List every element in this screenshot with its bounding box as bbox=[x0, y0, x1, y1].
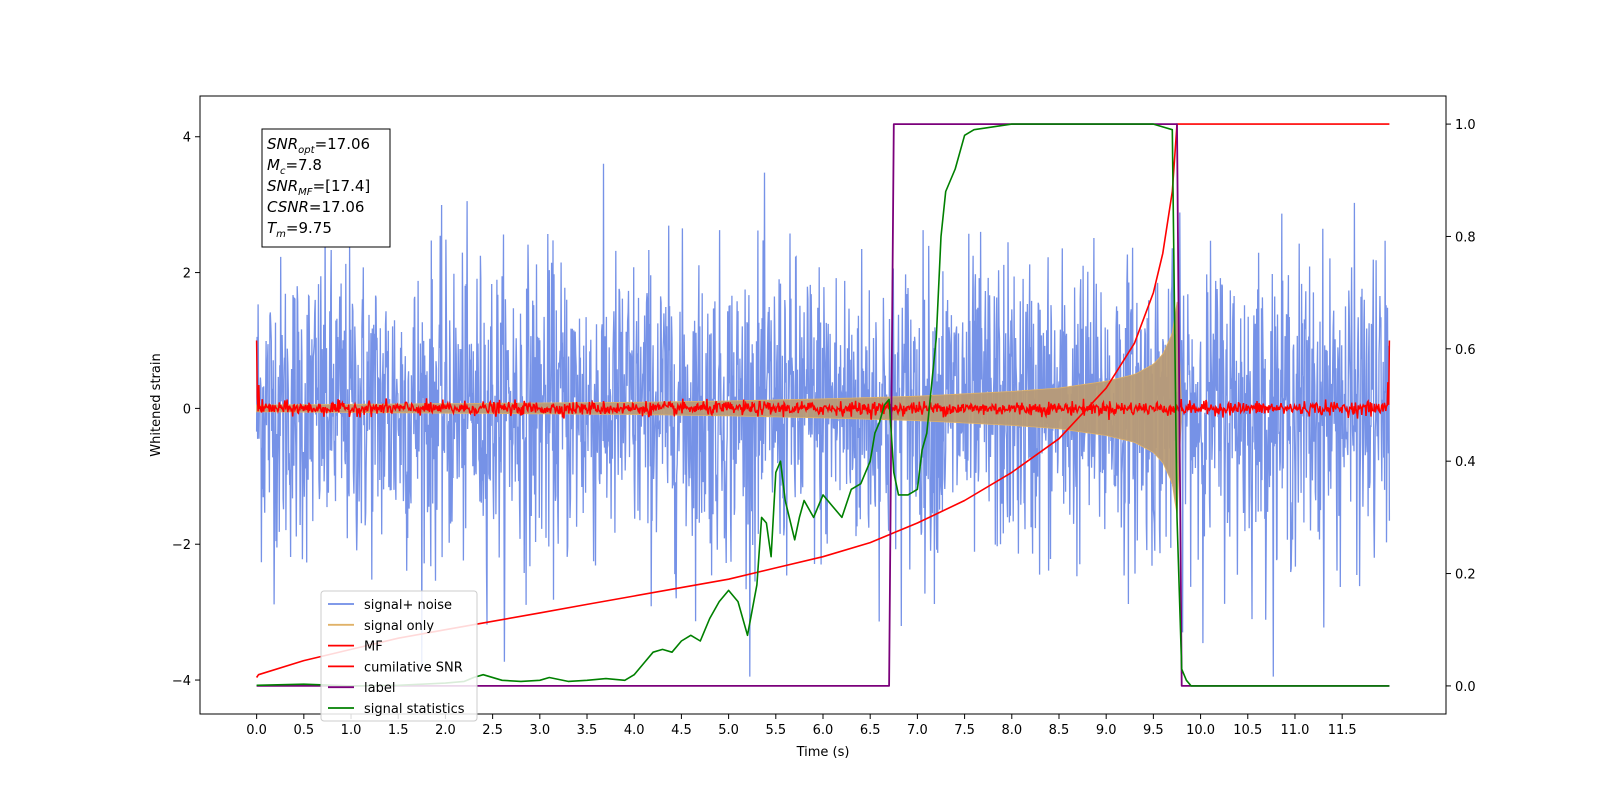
y-left-tick-label: 0 bbox=[183, 402, 191, 417]
annotation-symbol: CSNR bbox=[267, 198, 309, 216]
annotation-subscript: opt bbox=[298, 145, 315, 156]
annotation-subscript: c bbox=[280, 166, 286, 177]
annotation-value: =9.75 bbox=[286, 219, 332, 237]
annotation-subscript: MF bbox=[298, 187, 313, 198]
annotation-line: SNRMF=[17.4] bbox=[267, 177, 370, 198]
legend-label-mf: MF bbox=[364, 640, 383, 655]
annotation-line: CSNR=17.06 bbox=[267, 198, 364, 216]
x-tick-label: 9.0 bbox=[1096, 723, 1117, 738]
annotation-value: =[17.4] bbox=[313, 177, 371, 195]
y-right-tick-label: 0.4 bbox=[1455, 455, 1476, 470]
x-tick-label: 7.5 bbox=[954, 723, 975, 738]
annotation-value: =17.06 bbox=[309, 198, 365, 216]
annotation-box: SNRopt=17.06Mc=7.8SNRMF=[17.4]CSNR=17.06… bbox=[261, 128, 391, 248]
annotation-line: Tm=9.75 bbox=[267, 219, 332, 240]
annotation-frame bbox=[261, 128, 391, 248]
x-tick-label: 2.0 bbox=[435, 723, 456, 738]
x-tick-label: 4.0 bbox=[624, 723, 645, 738]
y-right-tick-label: 0.8 bbox=[1455, 230, 1476, 245]
annotation-symbol: SNR bbox=[267, 177, 298, 195]
x-axis-label: Time (s) bbox=[796, 745, 850, 760]
x-tick-label: 5.5 bbox=[765, 723, 786, 738]
annotation-symbol: T bbox=[267, 219, 278, 237]
y-axis-label: Whitened strain bbox=[149, 353, 164, 456]
y-right-tick-label: 0.2 bbox=[1455, 568, 1476, 583]
x-tick-label: 6.0 bbox=[813, 723, 834, 738]
x-tick-label: 10.5 bbox=[1233, 723, 1262, 738]
legend-label-signal-only: signal only bbox=[364, 619, 434, 634]
legend-frame bbox=[320, 590, 478, 722]
legend-label-label: label bbox=[364, 681, 395, 696]
y-right-tick-label: 0.0 bbox=[1455, 680, 1476, 695]
series-signal-statistics bbox=[256, 123, 1390, 687]
y-axis-left: 4 2 0 −2 −4 bbox=[172, 131, 200, 689]
legend-label-signal-statistics: signal statistics bbox=[364, 702, 465, 717]
x-tick-label: 8.5 bbox=[1049, 723, 1070, 738]
y-axis-right: 1.0 0.8 0.6 0.4 0.2 0.0 bbox=[1446, 118, 1476, 695]
legend: signal+ noise signal only MF cumilative SNR… bbox=[320, 590, 478, 722]
y-left-tick-label: −2 bbox=[172, 538, 191, 553]
annotation-line: SNRopt=17.06 bbox=[267, 135, 370, 156]
x-tick-label: 11.0 bbox=[1280, 723, 1309, 738]
y-left-tick-label: −4 bbox=[172, 674, 191, 689]
y-right-tick-label: 1.0 bbox=[1455, 118, 1476, 133]
x-tick-label: 5.0 bbox=[718, 723, 739, 738]
x-tick-label: 10.0 bbox=[1186, 723, 1215, 738]
x-tick-label: 7.0 bbox=[907, 723, 928, 738]
annotation-subscript: m bbox=[276, 229, 286, 240]
x-tick-label: 6.5 bbox=[860, 723, 881, 738]
x-tick-label: 0.0 bbox=[246, 723, 267, 738]
y-left-tick-label: 4 bbox=[183, 131, 191, 146]
annotation-symbol: SNR bbox=[267, 135, 298, 153]
annotation-value: =17.06 bbox=[315, 135, 371, 153]
x-tick-label: 4.5 bbox=[671, 723, 692, 738]
x-tick-label: 3.5 bbox=[577, 723, 598, 738]
series-mf bbox=[255, 340, 1391, 420]
x-tick-label: 11.5 bbox=[1328, 723, 1357, 738]
x-tick-label: 0.5 bbox=[293, 723, 314, 738]
annotation-line: Mc=7.8 bbox=[267, 156, 322, 177]
x-tick-label: 9.5 bbox=[1143, 723, 1164, 738]
x-tick-label: 1.5 bbox=[388, 723, 409, 738]
x-tick-label: 3.0 bbox=[529, 723, 550, 738]
x-tick-label: 8.0 bbox=[1001, 723, 1022, 738]
y-left-tick-label: 2 bbox=[183, 267, 191, 282]
x-axis: 0.0 0.5 1.0 1.5 2.0 2.5 3.0 3.5 4.0 4.5 5.0 5.5 6.0 6… bbox=[246, 714, 1357, 738]
x-tick-label: 2.5 bbox=[482, 723, 503, 738]
y-right-tick-label: 0.6 bbox=[1455, 343, 1476, 358]
annotation-symbol: M bbox=[267, 156, 280, 174]
legend-label-signal-noise: signal+ noise bbox=[364, 598, 452, 613]
x-tick-label: 1.0 bbox=[341, 723, 362, 738]
annotation-value: =7.8 bbox=[285, 156, 321, 174]
legend-label-cumilative-snr: cumilative SNR bbox=[364, 660, 463, 675]
